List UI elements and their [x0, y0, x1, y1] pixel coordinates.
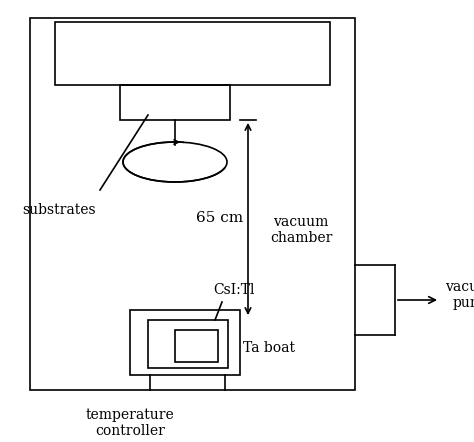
Bar — [175, 330, 218, 362]
Text: Ta boat: Ta boat — [243, 341, 295, 355]
Bar — [55, 22, 330, 85]
Bar — [148, 320, 228, 368]
Text: vacuum
pump: vacuum pump — [445, 280, 474, 310]
Text: 65 cm: 65 cm — [196, 211, 244, 225]
Bar — [120, 85, 230, 120]
Bar — [30, 18, 355, 390]
Text: substrates: substrates — [22, 203, 96, 217]
Text: temperature
controller: temperature controller — [86, 408, 174, 438]
Text: CsI:Tl: CsI:Tl — [213, 283, 255, 297]
Text: vacuum
chamber: vacuum chamber — [270, 215, 332, 245]
Bar — [130, 310, 240, 375]
